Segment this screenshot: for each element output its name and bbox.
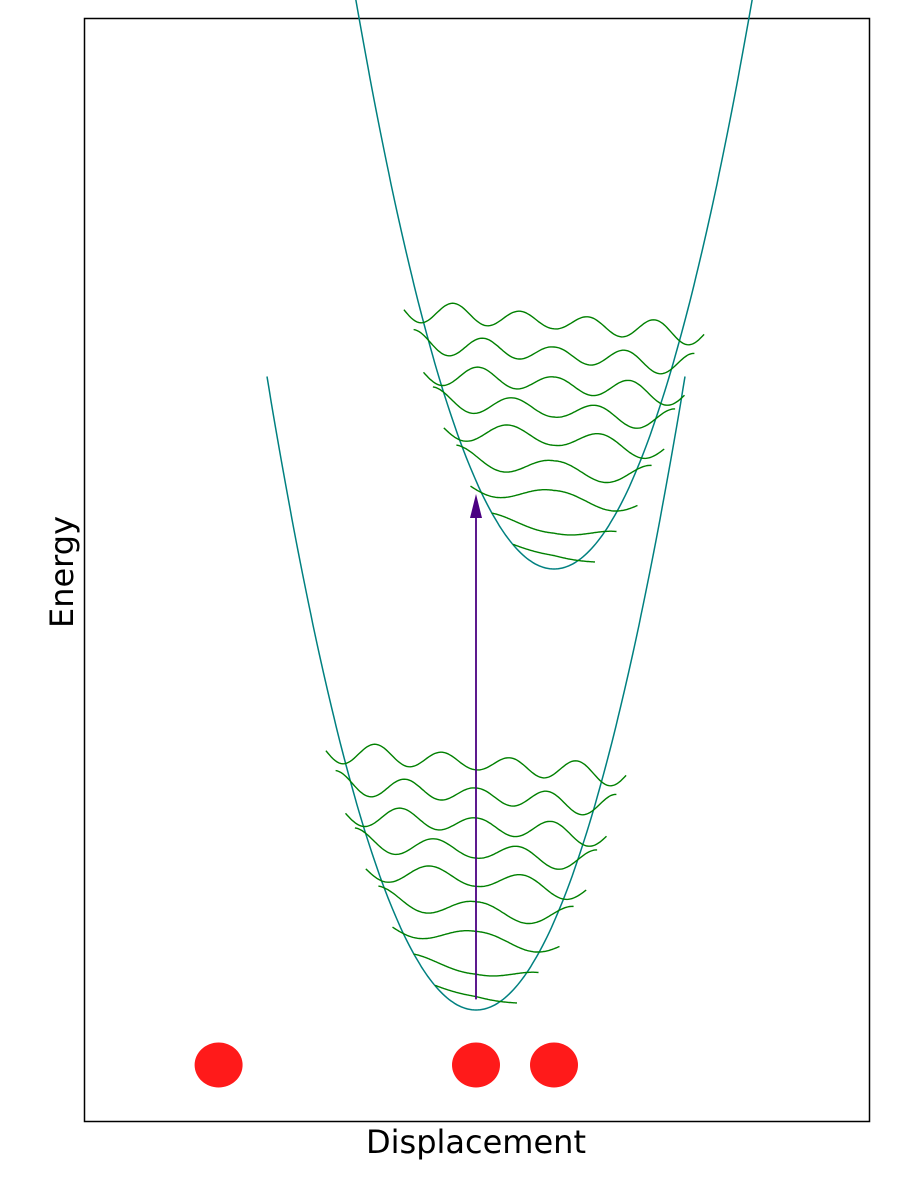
upper-well-wavefunction-level-4 bbox=[443, 424, 665, 460]
atom-0 bbox=[194, 1042, 243, 1088]
upper-well-wavefunction-level-8 bbox=[403, 302, 705, 346]
upper-well-wavefunction-level-1 bbox=[491, 512, 617, 536]
x-axis-label: Displacement bbox=[366, 1123, 586, 1161]
upper-well-wavefunction-level-3 bbox=[456, 444, 652, 484]
upper-well-potential-curve bbox=[355, 0, 753, 570]
upper-well bbox=[355, 0, 753, 570]
lower-well-potential-curve bbox=[266, 376, 686, 1011]
upper-well-wavefunction-level-5 bbox=[432, 386, 676, 429]
y-axis-label: Energy bbox=[43, 516, 81, 628]
transition-arrow bbox=[470, 494, 482, 1000]
upper-well-wavefunction-level-2 bbox=[470, 485, 638, 512]
upper-well-wavefunction-level-0 bbox=[512, 543, 595, 563]
upper-well-wavefunction-level-7 bbox=[413, 328, 695, 375]
plot-frame bbox=[83, 17, 871, 1123]
atom-1 bbox=[452, 1042, 500, 1088]
upper-well-wavefunction-level-6 bbox=[422, 366, 685, 406]
atoms bbox=[194, 1042, 578, 1088]
atom-2 bbox=[530, 1042, 578, 1088]
transition-arrow-head bbox=[470, 494, 482, 519]
